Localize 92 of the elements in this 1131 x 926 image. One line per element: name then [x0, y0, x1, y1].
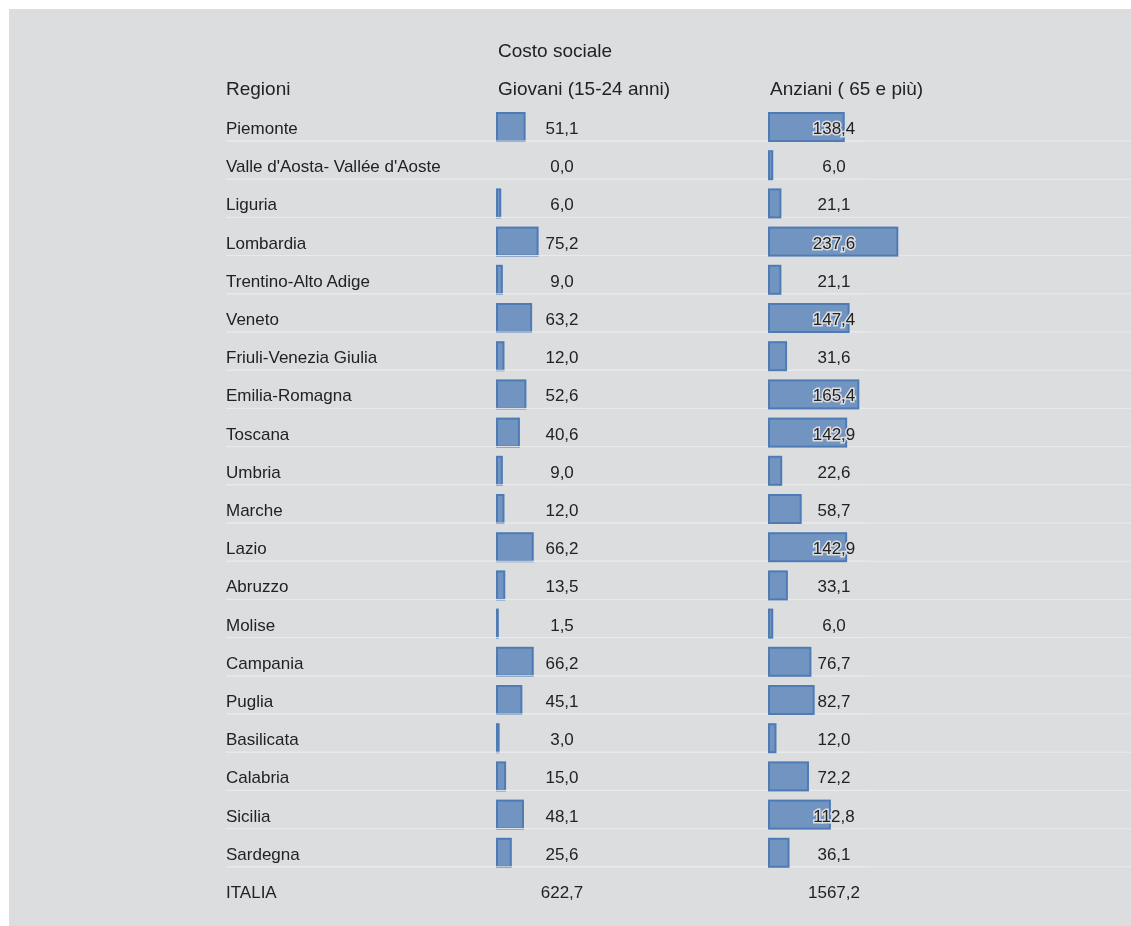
data-label: 48,1 [545, 806, 579, 826]
data-label: 12,0 [545, 348, 579, 368]
y-tick-label: Sicilia [226, 806, 271, 826]
y-axis-title: Regioni [226, 78, 291, 99]
y-tick-label: Toscana [226, 424, 290, 444]
text: Giovani (15-24 anni) [498, 78, 671, 99]
y-tick-label: Basilicata [226, 730, 300, 750]
data-label: 0,0 [550, 157, 574, 177]
y-tick-label: Abruzzo [226, 577, 289, 597]
data-label: 40,6 [545, 424, 579, 444]
data-label: 21,1 [817, 195, 851, 215]
data-label: 76,7 [817, 653, 851, 673]
y-tick-label: Calabria [226, 768, 290, 788]
data-label: 3,0 [550, 730, 574, 750]
data-label: 6,0 [822, 615, 846, 635]
chart-title: Anziani ( 65 e più) [770, 78, 924, 99]
data-label: 31,6 [817, 348, 851, 368]
bar [496, 494, 505, 524]
data-label: 6,0 [822, 157, 846, 177]
bar [768, 455, 783, 486]
bar [496, 188, 502, 219]
data-label: 45,1 [545, 692, 579, 711]
text: 622,7 [540, 883, 584, 902]
data-label: 237,6 [812, 233, 856, 253]
bar [496, 303, 533, 333]
text: Costo sociale [498, 40, 613, 61]
bar [768, 837, 790, 868]
bar [768, 494, 802, 524]
bar [768, 341, 788, 372]
bar [496, 761, 507, 792]
bar [496, 455, 503, 486]
data-label: 72,2 [817, 768, 851, 788]
data-label: 52,6 [545, 386, 579, 406]
data-label: 75,2 [545, 233, 579, 253]
text: ITALIA [226, 883, 278, 902]
bar [496, 226, 539, 257]
y-tick-label: Sardegna [226, 844, 301, 864]
bar [496, 646, 534, 677]
data-label: 58,7 [817, 501, 851, 520]
y-tick-label: Veneto [226, 310, 279, 329]
data-label: 1,5 [550, 615, 574, 635]
y-tick-label: Lombardia [226, 233, 307, 253]
data-label: 63,2 [545, 310, 579, 329]
data-label: 15,0 [545, 768, 579, 788]
data-label: 9,0 [550, 271, 574, 291]
data-label: 51,1 [545, 119, 579, 138]
data-label: 25,6 [545, 844, 579, 864]
y-tick-label: Marche [226, 501, 283, 520]
y-tick-label: Valle d'Aosta- Vallée d'Aoste [226, 157, 441, 177]
bar [768, 723, 777, 754]
bar [496, 341, 505, 372]
bar [768, 685, 815, 715]
bar [768, 608, 774, 639]
y-tick-label: Puglia [226, 692, 274, 711]
data-label: 9,0 [550, 462, 574, 482]
data-label: 66,2 [545, 539, 579, 559]
data-label: 12,0 [817, 730, 851, 750]
y-tick-label: Campania [226, 653, 305, 673]
bar [496, 837, 512, 868]
y-tick-label: Molise [226, 615, 276, 635]
bar [496, 685, 523, 715]
bar [496, 379, 527, 410]
data-label: 66,2 [545, 653, 579, 673]
bar [768, 188, 782, 219]
bar [496, 417, 520, 448]
bar [496, 570, 506, 601]
y-tick-label: Trentino-Alto Adige [226, 271, 370, 291]
data-label: 21,1 [817, 271, 851, 291]
bar [496, 112, 526, 142]
y-tick-label: Umbria [226, 462, 282, 482]
data-label: 6,0 [550, 195, 574, 215]
data-label: 22,6 [817, 462, 851, 482]
bar [496, 799, 524, 830]
data-label: 36,1 [817, 844, 851, 864]
bar [768, 264, 782, 295]
data-label: 12,0 [545, 501, 579, 520]
bar [496, 532, 534, 563]
y-tick-label: Lazio [226, 539, 267, 559]
y-tick-label: Liguria [226, 195, 278, 215]
y-tick-label: Emilia-Romagna [226, 386, 353, 406]
bar [768, 570, 788, 601]
data-label: 82,7 [817, 692, 851, 711]
y-tick-label: Friuli-Venezia Giulia [226, 348, 378, 368]
bar [768, 150, 774, 181]
bar [768, 646, 812, 677]
data-label: 33,1 [817, 577, 851, 597]
bar [496, 264, 503, 295]
data-label: 165,4 [812, 386, 856, 406]
text: 1567,2 [808, 883, 860, 902]
bar [768, 761, 809, 792]
y-tick-label: Piemonte [226, 119, 298, 138]
data-label: 13,5 [545, 577, 579, 597]
